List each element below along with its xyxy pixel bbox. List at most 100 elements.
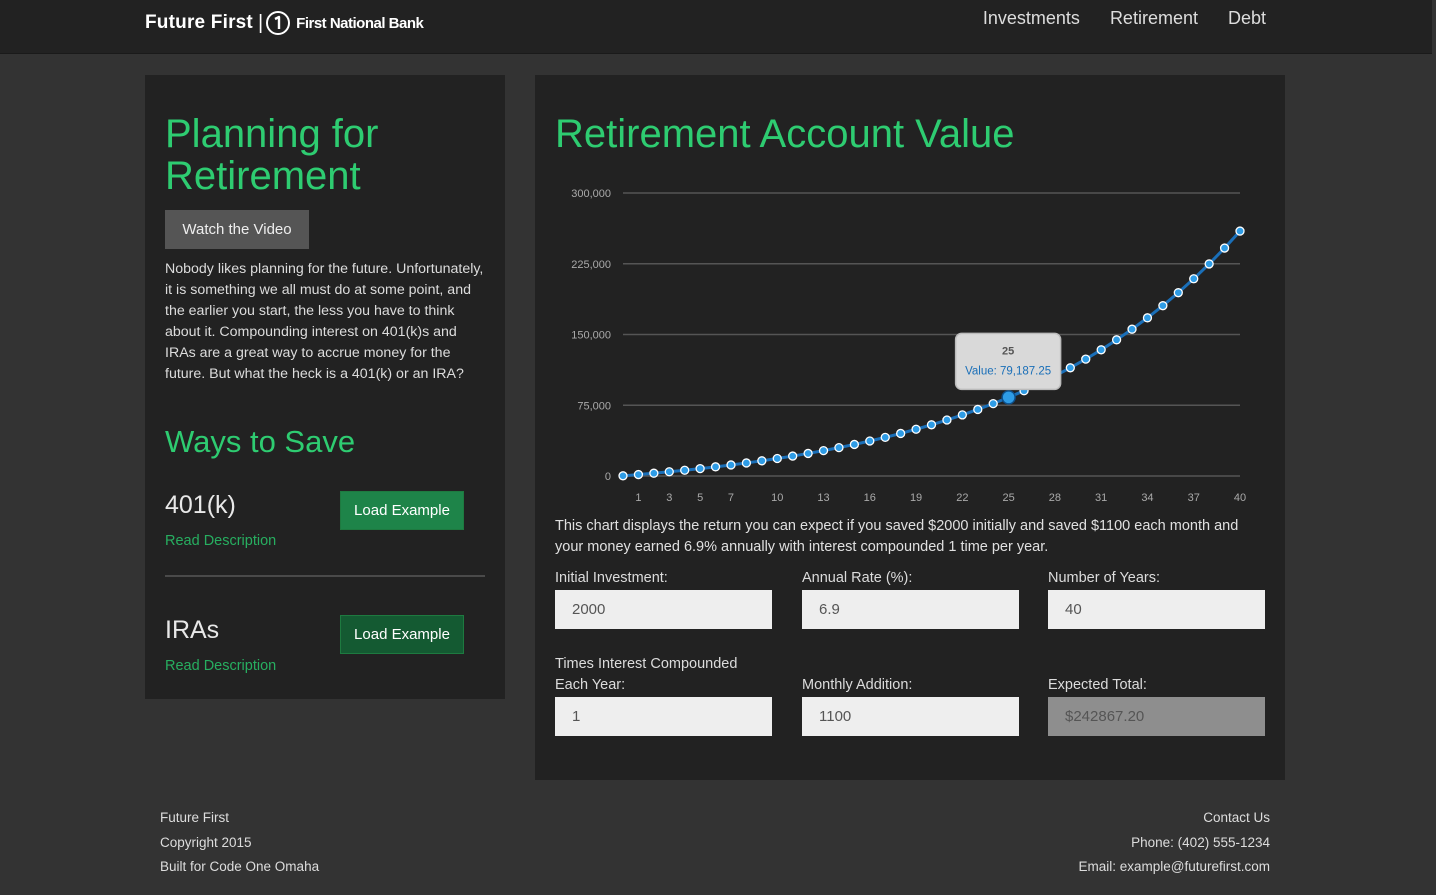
planning-title: Planning for Retirement (165, 112, 379, 198)
chart-grid (623, 192, 1240, 477)
tooltip-title: 25 (1002, 345, 1014, 357)
tooltip-value: Value: 79,187.25 (965, 365, 1051, 377)
data-point[interactable] (926, 420, 937, 430)
x-tick-label: 10 (771, 492, 783, 504)
data-point[interactable] (695, 463, 705, 474)
data-point[interactable] (1158, 301, 1168, 311)
annual-rate-input[interactable] (802, 590, 1019, 629)
times-compounded-input[interactable] (555, 697, 772, 736)
footer-built-for: Built for Code One Omaha (160, 859, 320, 874)
x-tick-label: 25 (1003, 492, 1015, 504)
footer-copyright: Copyright 2015 (160, 834, 252, 850)
data-point[interactable] (880, 432, 890, 443)
data-point[interactable] (1235, 226, 1245, 236)
brand-name: Future First (145, 12, 253, 33)
data-point[interactable] (895, 428, 906, 439)
nav-link-retirement[interactable]: Retirement (1109, 8, 1198, 28)
data-point[interactable] (618, 471, 628, 481)
chart-y-axis: 0 75,000 150,000 225,000 300,000 (571, 188, 611, 483)
annual-rate-label: Annual Rate (%): (802, 570, 913, 586)
divider (165, 575, 485, 577)
data-point[interactable] (1065, 363, 1075, 373)
navbar: Future First | First National Bank Inves… (0, 0, 1432, 54)
x-tick-label: 22 (956, 492, 968, 504)
data-point[interactable] (803, 448, 813, 459)
number-of-years-input[interactable] (1048, 590, 1265, 629)
x-tick-label: 7 (728, 492, 734, 504)
footer-contact-us[interactable]: Contact Us (1203, 810, 1270, 825)
highlighted-data-point[interactable] (1001, 390, 1016, 405)
data-point[interactable] (1189, 274, 1199, 284)
x-tick-label: 1 (635, 492, 641, 504)
load-example-401k-button[interactable]: Load Example (340, 491, 464, 530)
data-point[interactable] (834, 442, 844, 453)
x-tick-label: 3 (666, 492, 672, 504)
read-description-401k-link[interactable]: Read Description (165, 533, 277, 549)
data-point[interactable] (818, 445, 829, 456)
footer-left: Future First Copyright 2015 Built for Co… (160, 806, 319, 880)
bank-logo: First National Bank (266, 11, 424, 35)
tooltip-box (954, 332, 1062, 391)
data-point[interactable] (988, 398, 998, 409)
data-point[interactable] (788, 451, 798, 461)
x-tick-label: 16 (864, 492, 876, 504)
footer-brand: Future First (160, 810, 230, 825)
data-point[interactable] (664, 467, 674, 477)
footer-email[interactable]: Email: example@futurefirst.com (1078, 859, 1270, 874)
data-point[interactable] (865, 436, 875, 446)
data-point[interactable] (1111, 335, 1122, 345)
retirement-title: Retirement Account Value (555, 112, 1015, 156)
data-point[interactable] (710, 462, 721, 472)
data-point[interactable] (1096, 345, 1106, 355)
y-tick-label: 225,000 (571, 259, 611, 271)
data-point[interactable] (1081, 354, 1091, 364)
x-tick-label: 28 (1049, 492, 1061, 504)
data-point[interactable] (680, 465, 690, 475)
watch-video-button[interactable]: Watch the Video (165, 210, 309, 249)
data-point[interactable] (649, 468, 659, 478)
initial-investment-input[interactable] (555, 590, 772, 629)
read-description-iras-link[interactable]: Read Description (165, 658, 277, 674)
data-point[interactable] (741, 458, 752, 468)
data-point[interactable] (726, 460, 736, 470)
x-tick-label: 13 (817, 492, 829, 504)
data-point[interactable] (772, 453, 782, 464)
x-tick-label: 34 (1141, 492, 1153, 504)
bank-name: First National Bank (296, 14, 424, 32)
data-point[interactable] (1204, 259, 1214, 269)
x-tick-label: 40 (1234, 492, 1246, 504)
chart-description: This chart displays the return you can e… (555, 518, 1239, 555)
data-point[interactable] (911, 424, 921, 434)
monthly-addition-input[interactable] (802, 697, 1019, 736)
x-tick-label: 19 (910, 492, 922, 504)
footer-phone: Phone: (402) 555-1234 (1131, 834, 1270, 850)
data-point[interactable] (973, 404, 983, 415)
nav-link-debt[interactable]: Debt (1227, 8, 1266, 28)
nav-links: Investments Retirement Debt (983, 8, 1266, 29)
chart-tooltip: 25 Value: 79,187.25 (954, 332, 1062, 391)
data-point[interactable] (1127, 324, 1137, 334)
y-tick-label: 150,000 (571, 330, 611, 342)
data-point[interactable] (942, 415, 952, 425)
data-point[interactable] (957, 410, 968, 420)
brand[interactable]: Future First | First National Bank (145, 10, 424, 36)
expected-total-output (1048, 697, 1265, 736)
data-point[interactable] (1142, 313, 1153, 323)
monthly-addition-label: Monthly Addition: (802, 677, 913, 693)
series-line (622, 230, 1242, 478)
load-example-iras-button[interactable]: Load Example (340, 615, 464, 654)
expected-total-label: Expected Total: (1048, 677, 1147, 693)
nav-link-investments[interactable]: Investments (982, 8, 1080, 28)
chart-series (618, 226, 1245, 481)
y-tick-label: 75,000 (577, 400, 611, 412)
times-compounded-label: Times Interest Compounded Each Year: (555, 656, 738, 693)
data-point[interactable] (1173, 288, 1183, 298)
data-point[interactable] (849, 439, 860, 450)
planning-panel: Planning for Retirement Watch the Video … (145, 75, 505, 699)
data-point[interactable] (757, 456, 767, 466)
data-point[interactable] (1219, 243, 1230, 253)
data-point[interactable] (633, 469, 644, 480)
x-tick-label: 5 (697, 492, 703, 504)
x-tick-label: 37 (1188, 492, 1200, 504)
